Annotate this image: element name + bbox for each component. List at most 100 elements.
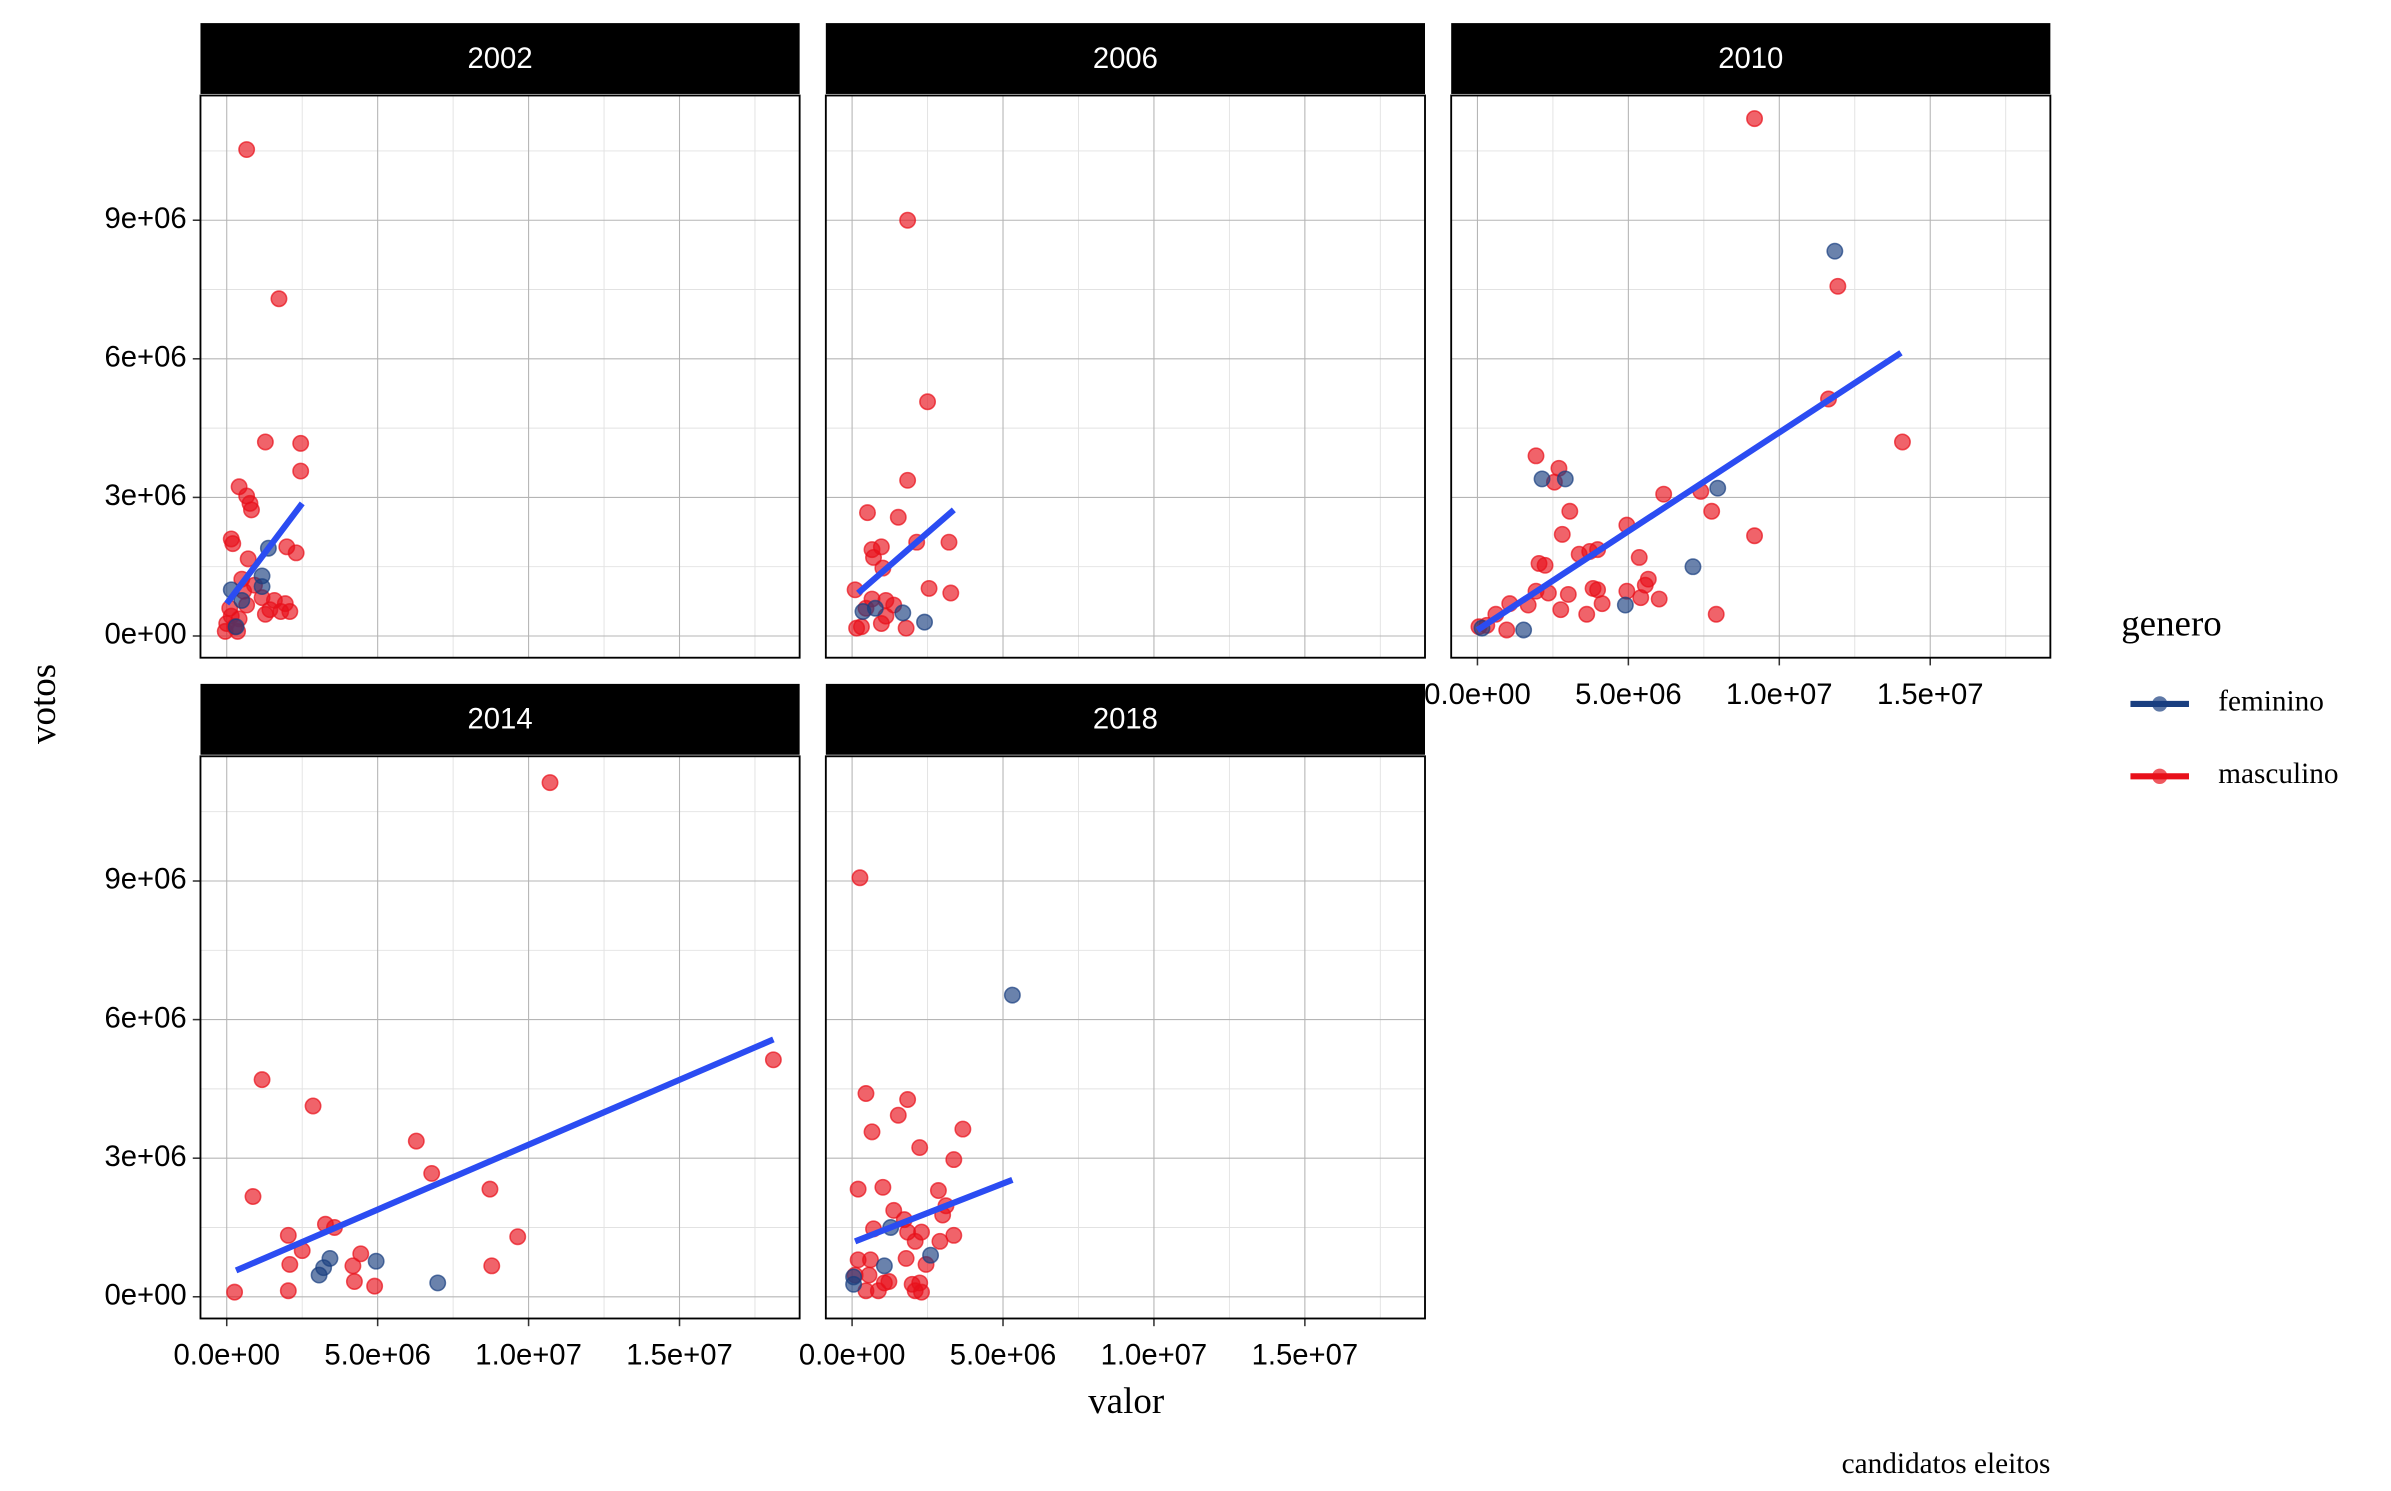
point (281, 603, 299, 620)
point (945, 1151, 963, 1169)
point (916, 613, 934, 631)
point (1893, 433, 1911, 451)
point (1684, 558, 1702, 576)
point (1578, 605, 1596, 623)
panel-border (199, 755, 801, 1320)
point (233, 591, 251, 609)
point (541, 774, 559, 792)
point (481, 1180, 499, 1198)
strip (200, 683, 800, 755)
point (1632, 589, 1650, 607)
point (849, 1180, 867, 1198)
y-tick-label: 9e+06 (104, 203, 186, 235)
point (239, 550, 257, 568)
point (919, 393, 937, 411)
point (226, 1283, 244, 1301)
point (899, 1091, 917, 1108)
point (1618, 582, 1636, 600)
point (874, 1178, 892, 1196)
panel-border (199, 94, 801, 659)
point (848, 619, 866, 637)
point (865, 548, 882, 566)
point (1556, 470, 1574, 488)
x-tick-label: 0.0e+00 (1424, 679, 1531, 711)
x-tick-label: 5.0e+06 (1575, 679, 1682, 711)
point (899, 211, 917, 229)
point (1003, 986, 1021, 1004)
point (224, 535, 242, 553)
facet-title: 2018 (1093, 704, 1158, 736)
point (863, 1123, 881, 1141)
point (483, 1257, 501, 1275)
point (931, 1232, 949, 1250)
point (859, 504, 876, 522)
point (954, 1120, 972, 1138)
point (854, 603, 872, 620)
point (253, 1071, 271, 1089)
point (227, 618, 245, 636)
point (880, 1273, 898, 1291)
point (1703, 502, 1721, 520)
point (875, 1257, 893, 1275)
point (352, 1245, 370, 1263)
point (429, 1274, 447, 1292)
point (922, 1246, 940, 1264)
point (1829, 277, 1847, 295)
point (899, 471, 917, 489)
y-tick-label: 6e+06 (104, 1002, 186, 1034)
facet-title: 2002 (468, 43, 533, 75)
point (287, 544, 305, 562)
point (367, 1252, 385, 1270)
point (913, 1283, 930, 1301)
point (894, 604, 912, 622)
point (857, 1085, 875, 1102)
x-tick-label: 1.5e+07 (1877, 679, 1984, 711)
point (920, 579, 938, 597)
strip (1451, 23, 2051, 94)
point (1533, 470, 1551, 488)
panel-border (824, 755, 1426, 1320)
point (1746, 527, 1764, 545)
point (1527, 447, 1545, 465)
point (885, 1201, 903, 1219)
trend-line (224, 501, 305, 606)
y-axis-label: votos (22, 664, 63, 744)
point (942, 584, 960, 602)
facet-title: 2010 (1718, 43, 1783, 75)
point (509, 1228, 527, 1246)
point (897, 1249, 915, 1267)
legend-marker (2152, 768, 2168, 785)
panel-border (1450, 94, 2052, 659)
point (407, 1132, 425, 1150)
trend-line (234, 1036, 775, 1274)
point (1552, 601, 1570, 619)
point (1553, 525, 1571, 543)
point (253, 578, 271, 596)
trend-line (1475, 350, 1903, 633)
trend-line (853, 1177, 1014, 1245)
point (945, 1226, 963, 1244)
point (270, 290, 288, 308)
point (256, 433, 274, 451)
strip (825, 23, 1426, 94)
point (889, 1106, 907, 1124)
legend-label: masculino (2218, 758, 2338, 790)
point (1630, 548, 1648, 566)
point (869, 1282, 887, 1300)
point (1616, 596, 1634, 614)
point (344, 1257, 362, 1275)
y-tick-label: 3e+06 (104, 1141, 186, 1173)
point (1593, 595, 1611, 613)
point (1559, 585, 1577, 603)
y-tick-label: 0e+00 (104, 619, 186, 651)
point (1498, 621, 1516, 639)
point (911, 1139, 929, 1157)
x-tick-label: 1.5e+07 (626, 1340, 733, 1372)
caption: candidatos eleitos (1842, 1448, 2051, 1480)
x-tick-label: 0.0e+00 (173, 1340, 280, 1372)
legend-label: feminino (2218, 686, 2324, 718)
point (1650, 590, 1668, 608)
point (279, 1226, 297, 1244)
